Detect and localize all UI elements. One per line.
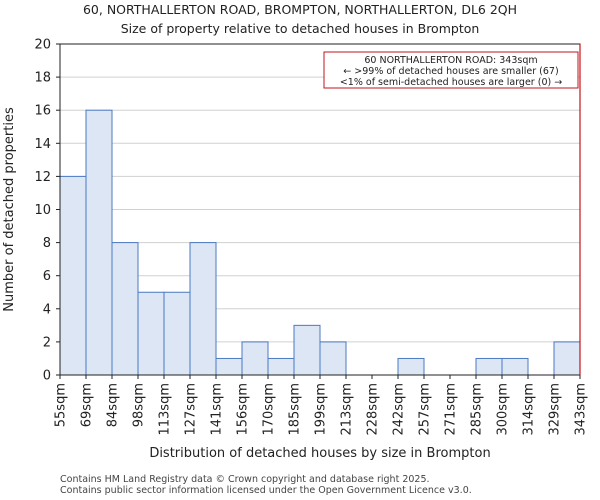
x-tick-label: 69sqm xyxy=(80,383,95,427)
x-tick-label: 285sqm xyxy=(470,383,485,436)
y-tick-label: 12 xyxy=(34,170,51,185)
footer-copyright: Contains HM Land Registry data © Crown c… xyxy=(60,474,430,485)
x-tick-label: 199sqm xyxy=(314,383,329,436)
histogram-bar xyxy=(215,357,243,376)
x-tick-label: 98sqm xyxy=(132,383,147,427)
x-tick-label: 343sqm xyxy=(574,383,589,436)
y-axis-label: Number of detached properties xyxy=(2,107,17,312)
histogram-bar xyxy=(137,291,165,376)
chart-title-address: 60, NORTHALLERTON ROAD, BROMPTON, NORTHA… xyxy=(82,2,518,17)
y-tick-label: 18 xyxy=(34,71,51,86)
x-tick-label: 329sqm xyxy=(548,383,563,436)
histogram-bar xyxy=(293,324,321,376)
histogram-bar xyxy=(111,242,139,376)
annotation-line-2: ← >99% of detached houses are smaller (6… xyxy=(343,66,558,77)
histogram-bar xyxy=(189,242,217,376)
histogram-bar xyxy=(319,341,347,376)
histogram-bar xyxy=(163,291,191,376)
annotation-line-1: 60 NORTHALLERTON ROAD: 343sqm xyxy=(364,55,537,66)
x-tick-label: 127sqm xyxy=(184,383,199,436)
x-tick-label: 170sqm xyxy=(262,383,277,436)
x-tick-label: 314sqm xyxy=(522,383,537,436)
histogram-bar xyxy=(553,341,581,376)
y-tick-label: 20 xyxy=(34,38,51,53)
x-tick-label: 271sqm xyxy=(444,383,459,436)
x-tick-label: 84sqm xyxy=(106,383,121,427)
x-tick-label: 257sqm xyxy=(418,383,433,436)
y-tick-label: 16 xyxy=(34,104,51,119)
x-tick-label: 113sqm xyxy=(158,383,173,436)
footer-licence: Contains public sector information licen… xyxy=(60,485,472,496)
x-tick-label: 213sqm xyxy=(340,383,355,436)
y-tick-label: 8 xyxy=(43,236,51,251)
x-tick-label: 55sqm xyxy=(54,383,69,427)
x-tick-label: 300sqm xyxy=(496,383,511,436)
histogram-bar xyxy=(241,341,269,376)
chart-title: Size of property relative to detached ho… xyxy=(120,21,480,36)
y-tick-label: 14 xyxy=(34,137,51,152)
histogram-bar xyxy=(85,109,113,376)
x-axis-label: Distribution of detached houses by size … xyxy=(149,446,490,461)
histogram-bar xyxy=(59,175,87,376)
y-tick-label: 10 xyxy=(34,203,51,218)
x-tick-label: 228sqm xyxy=(366,383,381,436)
y-tick-label: 6 xyxy=(43,269,51,284)
x-tick-label: 185sqm xyxy=(288,383,303,436)
x-tick-label: 141sqm xyxy=(210,383,225,436)
histogram-bar xyxy=(397,357,425,376)
y-tick-label: 4 xyxy=(43,302,51,317)
histogram-bar xyxy=(501,357,529,376)
annotation-box xyxy=(323,51,579,89)
x-tick-label: 242sqm xyxy=(392,383,407,436)
annotation-line-3: <1% of semi-detached houses are larger (… xyxy=(340,77,562,88)
histogram-bar xyxy=(475,357,503,376)
histogram-bar xyxy=(267,357,295,376)
y-tick-label: 0 xyxy=(43,369,51,384)
y-tick-label: 2 xyxy=(43,335,51,350)
x-tick-label: 156sqm xyxy=(236,383,251,436)
